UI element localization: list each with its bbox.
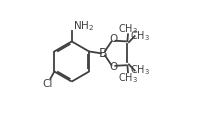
Text: CH$_3$: CH$_3$ [129, 64, 149, 77]
Text: CH$_3$: CH$_3$ [117, 71, 137, 85]
Text: O: O [109, 62, 117, 72]
Text: CH$_3$: CH$_3$ [129, 29, 149, 43]
Text: CH$_3$: CH$_3$ [117, 22, 137, 36]
Text: Cl: Cl [42, 79, 53, 89]
Text: O: O [109, 34, 117, 44]
Text: NH$_2$: NH$_2$ [73, 19, 94, 32]
Text: B: B [98, 47, 107, 60]
